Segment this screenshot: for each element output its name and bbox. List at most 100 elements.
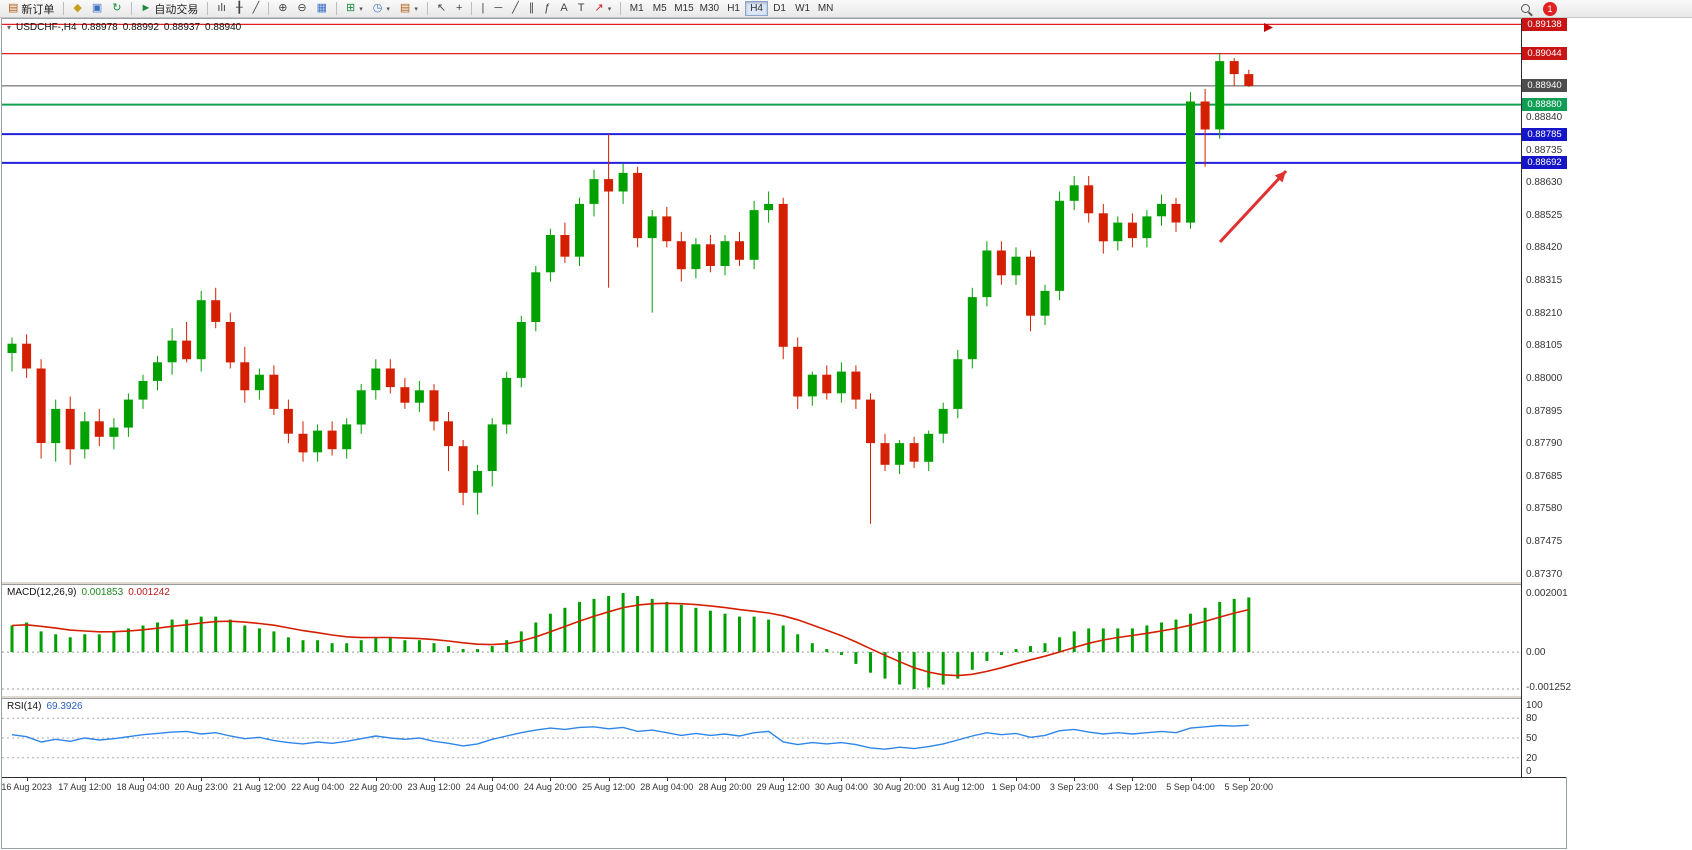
candle-body — [327, 430, 337, 450]
candle-body — [269, 374, 279, 409]
rsi-pane[interactable]: RSI(14) 69.3926 — [2, 699, 1521, 777]
date-label: 21 Aug 12:00 — [232, 782, 286, 792]
macd-chart[interactable] — [2, 585, 1521, 695]
line-chart-button[interactable]: ╱ — [248, 1, 265, 17]
timeframe-m30-button[interactable]: M30 — [697, 1, 722, 16]
date-axis[interactable]: 16 Aug 2023 17 Aug 12:00 18 Aug 04:00 20 Au… — [1, 777, 1566, 794]
rsi-name: RSI(14) — [7, 701, 42, 712]
candle-body — [589, 179, 599, 204]
candlestick-chart[interactable] — [2, 19, 1521, 581]
x-tick — [666, 778, 668, 781]
candle-body — [836, 371, 846, 394]
candle-body — [545, 235, 555, 273]
arrow-head — [1274, 171, 1286, 183]
bar-chart-button[interactable]: ılı — [212, 1, 231, 17]
timeframe-h4-button[interactable]: H4 — [745, 1, 769, 16]
timeframe-m1-button[interactable]: M1 — [625, 1, 648, 16]
candle-body — [1127, 222, 1137, 239]
axis-label: 0.88420 — [1526, 242, 1563, 254]
trade-button[interactable]: ◆ — [68, 1, 86, 17]
timeframe-d1-button[interactable]: D1 — [768, 1, 791, 16]
vertical-line-tool-button[interactable]: | — [476, 1, 489, 17]
rsi-chart[interactable] — [2, 699, 1521, 777]
axis-label: 0.88105 — [1526, 340, 1563, 352]
candle-body — [1098, 213, 1108, 242]
macd-signal-line — [11, 602, 1249, 677]
templates-button[interactable]: ▤ ▾ — [395, 1, 423, 17]
pane-divider[interactable] — [2, 581, 1566, 585]
ohlc-low: 0.88937 — [163, 22, 201, 33]
axis-label: 0 — [1526, 766, 1532, 777]
date-label: 25 Aug 12:00 — [582, 782, 636, 792]
crosshair-button[interactable]: + — [451, 1, 467, 17]
horizontal-line-tool-button[interactable]: ─ — [489, 1, 507, 17]
bar-chart-icon: ılı — [217, 2, 226, 14]
x-tick — [1074, 778, 1076, 781]
candle-body — [1113, 222, 1123, 242]
timeframe-h1-button[interactable]: H1 — [722, 1, 745, 16]
zoom-out-button[interactable]: ⊖ — [292, 1, 311, 17]
x-tick — [783, 778, 785, 781]
label-tool-button[interactable]: T — [573, 1, 590, 17]
macd-pane[interactable]: MACD(12,26,9) 0.001853 0.001242 — [2, 585, 1521, 695]
x-tick — [317, 778, 319, 781]
notification-badge[interactable]: 1 — [1543, 1, 1557, 16]
price-axis[interactable]: 0.88840 0.88735 0.88630 0.88525 0.88420 0.883… — [1521, 17, 1571, 777]
shapes-tool-button[interactable]: ↗ ▾ — [589, 1, 616, 17]
main-chart-pane[interactable]: ▾ USDCHF-,H4 0.88978 0.88992 0.88937 0.8… — [2, 19, 1521, 581]
candle-body — [153, 362, 162, 381]
candle-body — [618, 172, 628, 192]
search-button[interactable] — [1516, 1, 1535, 17]
auto-trading-button[interactable]: ► 自动交易 — [136, 1, 204, 17]
history-button[interactable]: ▣ — [87, 1, 107, 17]
axis-label: 20 — [1526, 752, 1538, 764]
candle-body — [575, 203, 584, 257]
fibonacci-tool-button[interactable]: ƒ — [539, 1, 555, 17]
zoom-in-button[interactable]: ⊕ — [273, 1, 292, 17]
price-tag: 0.88785 — [1522, 127, 1567, 141]
arrow-annotation[interactable] — [1218, 169, 1288, 244]
collapse-icon[interactable]: ▾ — [7, 23, 12, 32]
x-tick — [1190, 778, 1192, 781]
new-order-button[interactable]: ▤ 新订单 — [3, 1, 59, 17]
candle-body — [1215, 61, 1225, 130]
indicators-button[interactable]: ⊞ ▾ — [341, 1, 368, 17]
timeframe-m5-button[interactable]: M5 — [648, 1, 671, 16]
candle-body — [633, 172, 643, 239]
rsi-label: RSI(14) 69.3926 — [7, 701, 83, 712]
trendline-tool-button[interactable]: ╱ — [507, 1, 524, 17]
axis-label: 0.87475 — [1526, 535, 1563, 547]
candle-body — [735, 241, 744, 260]
timeframe-m15-button[interactable]: M15 — [671, 1, 696, 16]
chart-shift-marker[interactable] — [1264, 23, 1273, 32]
candle-body — [473, 471, 483, 493]
ohlc-close: 0.88940 — [205, 22, 242, 33]
timeframe-mn-button[interactable]: MN — [814, 1, 837, 16]
date-label: 30 Aug 04:00 — [814, 782, 868, 792]
candle-body — [924, 433, 934, 462]
axis-label: 0.00 — [1526, 647, 1546, 659]
candle-body — [662, 216, 672, 242]
toolbar-separator — [471, 2, 473, 15]
candle-body — [342, 424, 352, 450]
candle-body — [22, 343, 32, 369]
timeframe-w1-button[interactable]: W1 — [791, 1, 814, 16]
candle-body — [982, 250, 992, 298]
periods-button[interactable]: ◷ ▾ — [368, 1, 395, 17]
pane-divider[interactable] — [2, 695, 1566, 699]
cursor-button[interactable]: ↖ — [432, 1, 451, 17]
ohlc-open: 0.88978 — [81, 22, 118, 33]
channel-tool-button[interactable]: ∥ — [524, 1, 540, 17]
candle-body — [371, 368, 381, 391]
text-tool-button[interactable]: A — [555, 1, 572, 17]
refresh-button[interactable]: ↻ — [107, 1, 126, 17]
date-label: 28 Aug 20:00 — [698, 782, 752, 792]
candle-body — [1157, 203, 1166, 217]
toolbar-separator — [268, 2, 270, 15]
tile-windows-button[interactable]: ▦ — [312, 1, 332, 17]
line-chart-icon: ╱ — [252, 2, 260, 14]
date-label: 17 Aug 12:00 — [58, 782, 112, 792]
axis-label: 50 — [1526, 733, 1538, 744]
candlestick-chart-button[interactable]: ╂ — [231, 1, 248, 17]
axis-label: 0.87370 — [1526, 568, 1563, 580]
